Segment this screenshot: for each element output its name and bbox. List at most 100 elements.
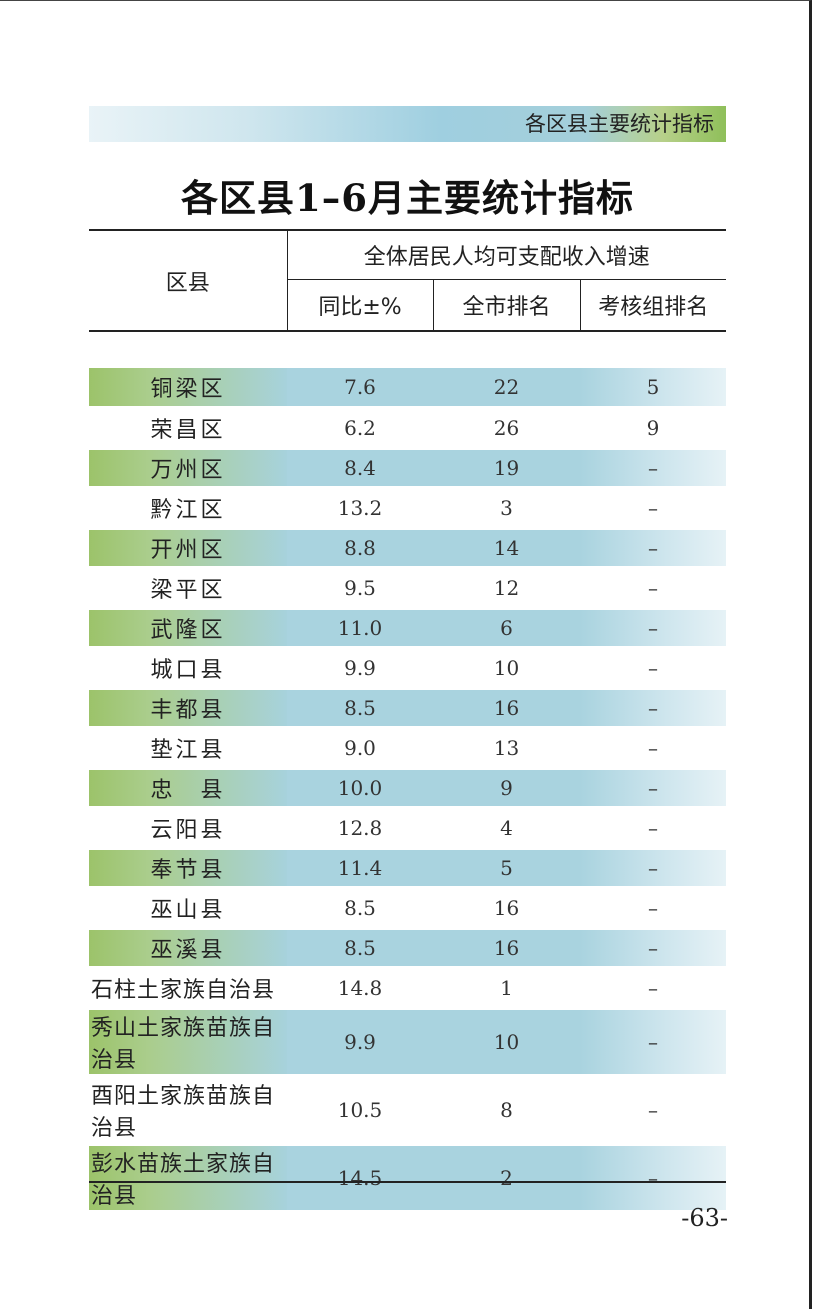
group-rank-cell: – (580, 1076, 726, 1146)
column-header-district: 区县 (89, 229, 287, 332)
group-rank-cell: – (580, 808, 726, 850)
table-row: 荣昌区 6.2 26 9 (89, 408, 726, 450)
yoy-growth-cell: 8.5 (287, 888, 433, 930)
group-rank-cell: – (580, 728, 726, 770)
district-name-cell: 巫山县 (89, 888, 287, 930)
table-row: 石柱土家族自治县 14.8 1– (89, 968, 726, 1010)
yoy-growth-cell: 9.5 (287, 568, 433, 610)
district-name-cell: 石柱土家族自治县 (89, 968, 287, 1010)
city-rank-cell: 2 (433, 1144, 580, 1214)
city-rank-cell: 5 (433, 848, 580, 890)
district-name-cell: 梁平区 (89, 568, 287, 610)
table-row: 云阳县 12.8 4– (89, 808, 726, 850)
group-rank-cell: – (580, 448, 726, 490)
yoy-growth-cell: 10.0 (287, 768, 433, 810)
table-row: 酉阳土家族苗族自治县 10.5 8– (89, 1076, 726, 1146)
table-row: 城口县 9.9 10– (89, 648, 726, 690)
yoy-growth-cell: 11.0 (287, 608, 433, 650)
yoy-growth-cell: 8.5 (287, 928, 433, 970)
group-rank-cell: – (580, 568, 726, 610)
city-rank-cell: 1 (433, 968, 580, 1010)
district-name-cell: 彭水苗族土家族自治县 (89, 1144, 287, 1214)
city-rank-cell: 6 (433, 608, 580, 650)
city-rank-cell: 26 (433, 408, 580, 450)
group-rank-cell: – (580, 968, 726, 1010)
group-rank-cell: – (580, 1144, 726, 1214)
yoy-growth-cell: 14.5 (287, 1144, 433, 1214)
table-row: 铜梁区 7.6 22 5 (89, 368, 726, 410)
group-rank-cell: – (580, 848, 726, 890)
table-row: 彭水苗族土家族自治县 14.5 2– (89, 1144, 726, 1214)
yoy-growth-cell: 9.9 (287, 648, 433, 690)
column-header-city-rank: 全市排名 (432, 279, 580, 332)
yoy-growth-cell: 14.8 (287, 968, 433, 1010)
district-name-cell: 丰都县 (89, 688, 287, 730)
district-name-cell: 万州区 (89, 448, 287, 490)
city-rank-cell: 12 (433, 568, 580, 610)
group-rank-cell: – (580, 688, 726, 730)
city-rank-cell: 14 (433, 528, 580, 570)
city-rank-cell: 19 (433, 448, 580, 490)
column-header-yoy: 同比±% (286, 279, 433, 332)
district-name-cell: 荣昌区 (89, 408, 287, 450)
yoy-growth-cell: 9.9 (287, 1008, 433, 1078)
table-row: 秀山土家族苗族自治县 9.9 10– (89, 1008, 726, 1078)
yoy-growth-cell: 10.5 (287, 1076, 433, 1146)
group-rank-cell: – (580, 888, 726, 930)
district-name-cell: 武隆区 (89, 608, 287, 650)
yoy-growth-cell: 8.5 (287, 688, 433, 730)
table-row: 巫溪县 8.5 16– (89, 928, 726, 970)
district-name-cell: 铜梁区 (89, 368, 287, 410)
group-rank-cell: – (580, 648, 726, 690)
table-row: 万州区 8.4 19– (89, 448, 726, 490)
district-name-cell: 云阳县 (89, 808, 287, 850)
district-name-cell: 奉节县 (89, 848, 287, 890)
yoy-growth-cell: 8.4 (287, 448, 433, 490)
table-row: 开州区 8.8 14– (89, 528, 726, 570)
yoy-growth-cell: 7.6 (287, 368, 433, 410)
group-rank-cell: – (580, 608, 726, 650)
bottom-rule (89, 1181, 726, 1183)
city-rank-cell: 4 (433, 808, 580, 850)
table-row: 丰都县 8.5 16– (89, 688, 726, 730)
yoy-growth-cell: 11.4 (287, 848, 433, 890)
city-rank-cell: 3 (433, 488, 580, 530)
city-rank-cell: 10 (433, 648, 580, 690)
group-rank-cell: 5 (580, 368, 726, 410)
column-header-group-rank: 考核组排名 (579, 279, 726, 332)
yoy-growth-cell: 8.8 (287, 528, 433, 570)
group-rank-cell: – (580, 1008, 726, 1078)
district-name-cell: 垫江县 (89, 728, 287, 770)
group-rank-cell: – (580, 768, 726, 810)
statistics-table: 区县 全体居民人均可支配收入增速 同比±% 全市排名 考核组排名 铜梁区 7.6 2… (89, 229, 726, 1214)
city-rank-cell: 8 (433, 1076, 580, 1146)
district-name-cell: 开州区 (89, 528, 287, 570)
yoy-growth-cell: 12.8 (287, 808, 433, 850)
table-body: 铜梁区 7.6 22 5 荣昌区 6.2 26 9 万州区 8.4 19– 黔江区 13.2 3– 开州区 8… (89, 331, 726, 1214)
table-row: 武隆区 11.0 6– (89, 608, 726, 650)
table-row: 梁平区 9.5 12– (89, 568, 726, 610)
yoy-growth-cell: 9.0 (287, 728, 433, 770)
section-header-title: 各区县主要统计指标 (525, 112, 714, 136)
section-header-band: 各区县主要统计指标 (89, 106, 726, 142)
page-number: -63- (681, 1204, 728, 1232)
group-rank-cell: – (580, 528, 726, 570)
page-title: 各区县1–6月主要统计指标 (181, 176, 634, 220)
city-rank-cell: 16 (433, 688, 580, 730)
yoy-growth-cell: 6.2 (287, 408, 433, 450)
city-rank-cell: 16 (433, 928, 580, 970)
district-name-cell: 城口县 (89, 648, 287, 690)
district-name-cell: 黔江区 (89, 488, 287, 530)
group-rank-cell: 9 (580, 408, 726, 450)
city-rank-cell: 10 (433, 1008, 580, 1078)
district-name-cell: 巫溪县 (89, 928, 287, 970)
table-row: 忠 县 10.0 9– (89, 768, 726, 810)
group-rank-cell: – (580, 928, 726, 970)
table-row: 奉节县 11.4 5– (89, 848, 726, 890)
city-rank-cell: 13 (433, 728, 580, 770)
group-rank-cell: – (580, 488, 726, 530)
district-name-cell: 秀山土家族苗族自治县 (89, 1008, 287, 1078)
city-rank-cell: 9 (433, 768, 580, 810)
district-name-cell: 酉阳土家族苗族自治县 (89, 1076, 287, 1146)
